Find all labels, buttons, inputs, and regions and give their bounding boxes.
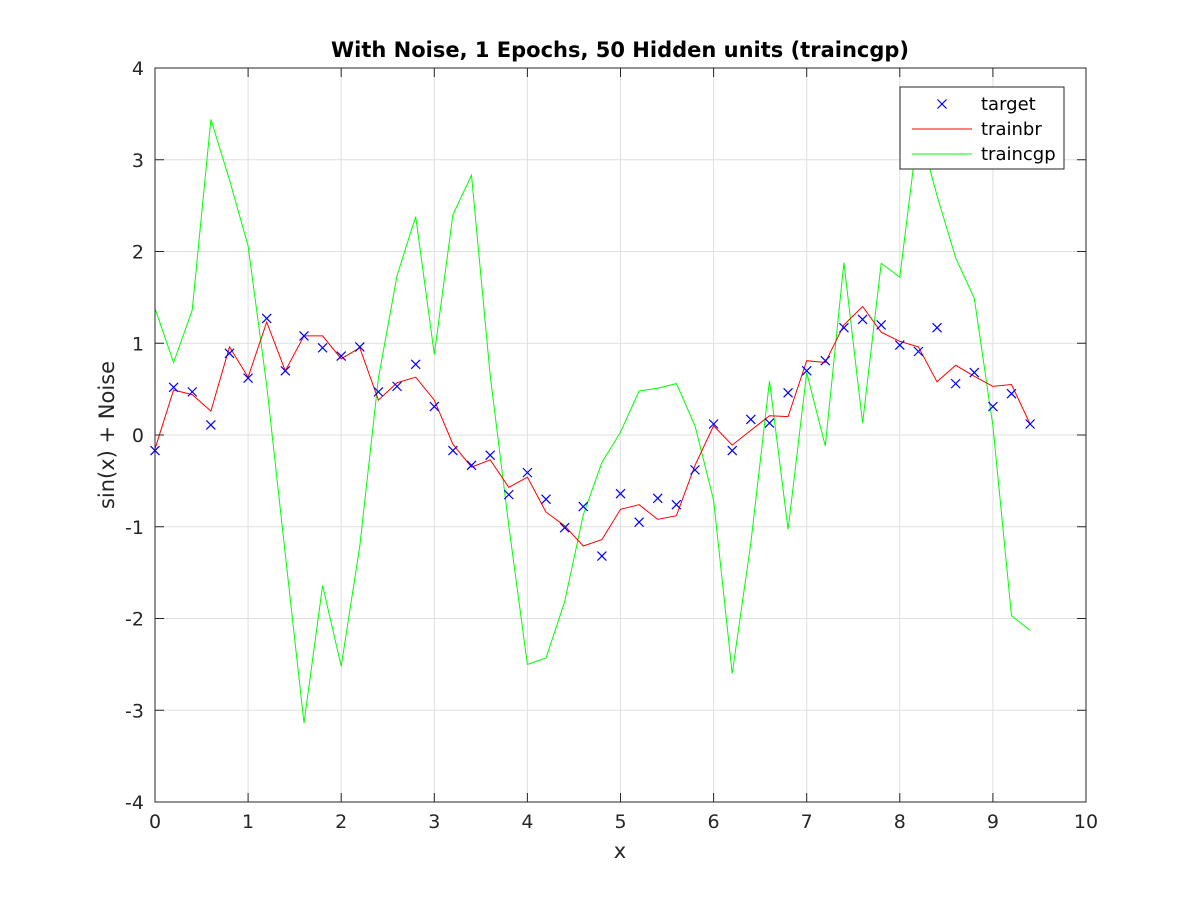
target-point	[541, 494, 551, 505]
legend-item-traincgp: traincgp	[912, 144, 1056, 165]
y-tick-label: 4	[132, 58, 144, 80]
target-point	[485, 450, 496, 461]
legend-label-trainbr: trainbr	[981, 119, 1042, 140]
ticks: 0 1 2 3 4 5 6 7 8 9 10 -4 -3 -2 -1 0 1 2 3 4	[125, 58, 1098, 833]
target-point	[671, 499, 682, 510]
y-tick-label: 2	[132, 242, 144, 264]
y-tick-label: -1	[125, 517, 144, 539]
target-point	[261, 313, 272, 324]
target-point	[559, 522, 570, 533]
legend-swatch-target	[937, 99, 947, 109]
legend-item-trainbr: trainbr	[912, 119, 1042, 140]
trainbr-line	[154, 305, 1031, 547]
target-point	[801, 365, 812, 376]
target-point	[410, 359, 421, 370]
target-point	[727, 445, 738, 456]
legend-label-traincgp: traincgp	[981, 144, 1056, 165]
y-tick-label: 0	[132, 425, 144, 447]
target-point	[596, 551, 607, 562]
y-tick-label: -3	[125, 700, 144, 722]
x-tick-label: 9	[987, 811, 999, 833]
target-point	[354, 341, 365, 352]
target-point	[447, 445, 458, 456]
target-point	[894, 340, 905, 351]
target-point	[466, 460, 477, 471]
target-point	[969, 367, 980, 378]
traincgp-line	[154, 119, 1031, 724]
target-point	[373, 386, 384, 397]
target-point	[615, 488, 626, 499]
target-point	[336, 351, 347, 362]
target-point	[224, 348, 235, 359]
target-point	[1006, 388, 1017, 399]
x-tick-label: 4	[521, 811, 533, 833]
x-tick-label: 2	[335, 811, 347, 833]
target-point	[205, 419, 216, 430]
target-point	[820, 355, 831, 366]
target-point	[745, 414, 756, 425]
target-point	[987, 401, 998, 412]
y-tick-label: 1	[132, 333, 144, 355]
x-axis-label: x	[614, 839, 626, 863]
x-tick-label: 5	[614, 811, 626, 833]
plot-series	[150, 119, 1036, 724]
target-point	[187, 386, 198, 397]
y-axis-label: sin(x) + Noise	[95, 361, 119, 509]
target-point	[764, 418, 775, 428]
target-point	[876, 319, 887, 330]
target-point	[913, 346, 924, 357]
target-point	[1025, 419, 1036, 429]
target-point	[950, 378, 961, 389]
x-tick-label: 8	[894, 811, 906, 833]
target-point	[243, 373, 254, 384]
x-tick-label: 3	[428, 811, 440, 833]
target-point	[652, 493, 663, 504]
target-point	[634, 517, 645, 528]
x-tick-label: 6	[708, 811, 720, 833]
target-point	[690, 464, 700, 475]
x-tick-label: 1	[242, 811, 254, 833]
target-point	[280, 365, 291, 376]
x-tick-label: 10	[1074, 811, 1098, 833]
y-tick-label: -4	[125, 792, 144, 814]
y-tick-label: 3	[132, 150, 144, 172]
legend-box	[899, 86, 1065, 170]
target-point	[299, 330, 309, 341]
legend-label-target: target	[981, 94, 1036, 115]
target-point	[317, 342, 328, 353]
target-point	[429, 401, 440, 412]
target-point	[783, 387, 794, 398]
target-point	[578, 501, 589, 512]
x-tick-label: 7	[801, 811, 813, 833]
target-point	[932, 322, 942, 333]
legend-item-target: target	[937, 94, 1036, 115]
target-point	[168, 382, 179, 393]
target-point	[857, 314, 868, 325]
legend: target trainbr traincgp	[899, 86, 1065, 170]
chart-title: With Noise, 1 Epochs, 50 Hidden units (t…	[331, 38, 909, 62]
target-point	[503, 489, 514, 500]
x-tick-label: 0	[149, 811, 161, 833]
target-point	[392, 381, 402, 392]
target-point	[522, 467, 533, 478]
target-point	[839, 322, 849, 333]
target-point	[708, 419, 719, 429]
y-tick-label: -2	[125, 609, 144, 631]
